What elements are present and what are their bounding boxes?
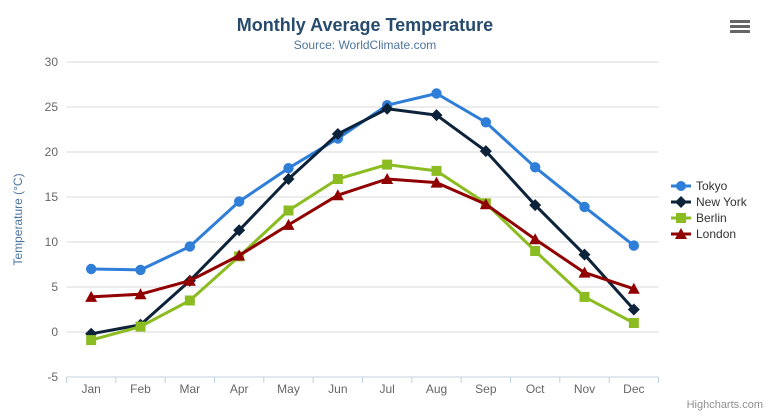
x-axis-tick-label: Nov: [574, 382, 595, 396]
data-point-marker[interactable]: [479, 145, 492, 158]
chart-subtitle: Source: WorldClimate.com: [293, 38, 437, 52]
data-point-marker[interactable]: [283, 205, 294, 216]
data-point-marker[interactable]: [578, 266, 591, 278]
chart-context-menu-button[interactable]: [730, 20, 750, 34]
x-axis-tick-label: Oct: [526, 382, 545, 396]
data-point-marker[interactable]: [430, 176, 443, 188]
data-point-marker[interactable]: [628, 318, 639, 328]
legend-label: London: [696, 227, 737, 241]
data-point-marker[interactable]: [382, 159, 393, 170]
series-line-berlin[interactable]: [90, 163, 635, 342]
data-point-marker[interactable]: [579, 201, 590, 213]
x-axis-tick-label: Dec: [623, 382, 644, 396]
data-point-marker[interactable]: [332, 174, 343, 184]
data-point-marker[interactable]: [85, 263, 97, 275]
diamond-series-marker-icon: [671, 196, 691, 208]
legend-label: New York: [696, 195, 747, 209]
x-axis-tick-label: Apr: [230, 382, 249, 396]
data-point-marker[interactable]: [282, 173, 295, 185]
series-line-london[interactable]: [91, 177, 635, 299]
data-point-marker[interactable]: [579, 291, 590, 302]
data-point-marker[interactable]: [233, 249, 246, 261]
data-point-marker[interactable]: [135, 321, 146, 332]
data-point-marker[interactable]: [283, 163, 294, 174]
data-point-marker[interactable]: [628, 240, 640, 251]
y-axis-tick-label: 25: [45, 100, 59, 114]
x-axis-tick-label: Mar: [179, 382, 200, 396]
y-axis-tick-label: 20: [45, 145, 59, 159]
data-point-marker[interactable]: [184, 241, 196, 252]
data-point-marker[interactable]: [381, 173, 394, 184]
data-point-marker[interactable]: [529, 162, 541, 173]
data-point-marker[interactable]: [578, 248, 591, 261]
data-point-marker[interactable]: [530, 246, 541, 256]
data-point-marker[interactable]: [529, 233, 542, 245]
data-point-marker[interactable]: [331, 189, 344, 201]
x-axis-tick-label: Sep: [475, 382, 497, 396]
highcharts-credits-link[interactable]: Highcharts.com: [686, 399, 763, 411]
x-axis-tick-label: Aug: [426, 382, 447, 396]
legend-item-london[interactable]: London: [671, 226, 747, 242]
data-point-marker[interactable]: [135, 264, 146, 276]
circle-series-marker-icon: [671, 181, 691, 191]
x-axis-tick-label: Jul: [379, 382, 394, 396]
legend-item-tokyo[interactable]: Tokyo: [671, 178, 747, 194]
data-point-marker[interactable]: [86, 335, 97, 346]
legend: Tokyo New York Berlin London: [671, 178, 747, 242]
data-point-marker[interactable]: [85, 290, 98, 302]
y-axis-title: Temperature (°C): [11, 173, 25, 265]
data-point-marker[interactable]: [134, 288, 147, 300]
triangle-series-marker-icon: [671, 228, 691, 239]
data-point-marker[interactable]: [479, 198, 492, 210]
data-point-marker[interactable]: [480, 117, 492, 128]
data-point-marker[interactable]: [233, 224, 246, 237]
data-point-marker[interactable]: [431, 165, 442, 176]
data-point-marker[interactable]: [431, 88, 442, 99]
x-axis-tick-label: Feb: [130, 382, 151, 396]
y-axis-tick-label: -5: [47, 370, 58, 384]
y-axis-tick-label: 15: [45, 190, 59, 204]
y-axis-tick-label: 30: [45, 55, 59, 69]
y-axis-tick-label: 5: [51, 280, 58, 294]
hamburger-menu-icon: [730, 20, 750, 23]
data-point-marker[interactable]: [331, 128, 344, 140]
series-line-new-york[interactable]: [90, 107, 635, 336]
data-point-marker[interactable]: [529, 199, 542, 212]
legend-label: Berlin: [696, 211, 727, 225]
x-axis-tick-label: Jun: [328, 382, 347, 396]
y-axis-tick-label: 10: [45, 235, 59, 249]
legend-item-berlin[interactable]: Berlin: [671, 210, 747, 226]
x-axis-tick-label: Jan: [81, 382, 100, 396]
data-point-marker[interactable]: [627, 282, 640, 294]
x-axis-tick-label: May: [277, 382, 300, 396]
data-point-marker[interactable]: [282, 218, 295, 230]
data-point-marker[interactable]: [183, 274, 196, 286]
data-point-marker[interactable]: [627, 303, 640, 316]
legend-label: Tokyo: [696, 179, 728, 193]
square-series-marker-icon: [671, 213, 691, 223]
data-point-marker[interactable]: [381, 102, 394, 115]
y-axis-tick-label: 0: [51, 325, 58, 339]
data-point-marker[interactable]: [184, 295, 195, 306]
legend-item-new-york[interactable]: New York: [671, 194, 747, 210]
data-point-marker[interactable]: [430, 109, 443, 122]
chart-title: Monthly Average Temperature: [236, 15, 494, 35]
data-point-marker[interactable]: [233, 196, 245, 207]
